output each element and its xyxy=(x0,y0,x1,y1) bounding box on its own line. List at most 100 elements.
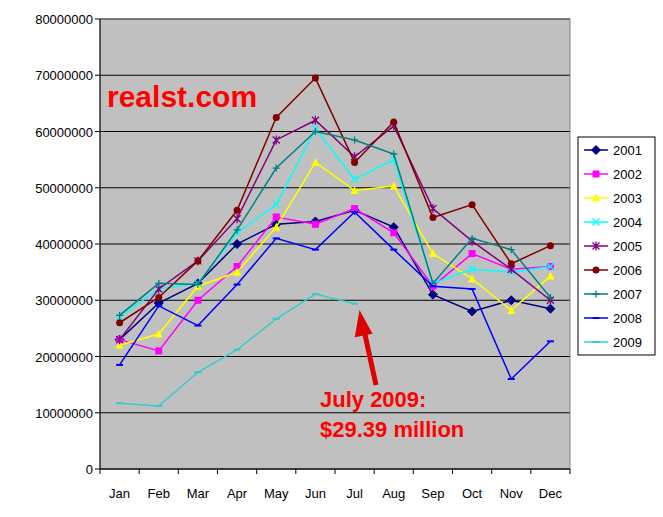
marker xyxy=(155,347,162,354)
marker xyxy=(116,335,123,344)
marker xyxy=(546,272,554,280)
marker xyxy=(547,340,554,342)
marker xyxy=(311,158,319,166)
marker xyxy=(194,297,201,304)
y-tick-label: 50000000 xyxy=(35,181,93,196)
legend-marker xyxy=(593,242,600,251)
marker xyxy=(351,176,358,183)
y-tick xyxy=(95,187,100,188)
legend-marker xyxy=(593,219,600,226)
y-tick xyxy=(95,300,100,301)
x-tick xyxy=(178,469,179,474)
marker xyxy=(312,128,319,135)
marker xyxy=(351,205,358,212)
legend-marker xyxy=(593,171,600,178)
marker xyxy=(351,136,358,143)
marker xyxy=(468,307,477,316)
x-tick-label: Feb xyxy=(148,486,170,501)
marker xyxy=(115,335,124,344)
marker xyxy=(390,182,398,190)
series-line xyxy=(120,162,551,345)
marker xyxy=(116,364,123,366)
grid-line xyxy=(100,131,570,132)
marker xyxy=(273,318,280,320)
marker xyxy=(273,237,280,239)
y-tick-label: 70000000 xyxy=(35,68,93,83)
marker xyxy=(469,250,476,257)
marker xyxy=(390,229,397,236)
marker xyxy=(547,242,554,249)
y-tick xyxy=(95,75,100,76)
series-line xyxy=(120,212,551,379)
legend-marker xyxy=(593,291,600,298)
legend-marker xyxy=(592,146,601,155)
y-tick-label: 10000000 xyxy=(35,406,93,421)
y-tick-label: 30000000 xyxy=(35,293,93,308)
legend-label: 2002 xyxy=(613,167,642,182)
y-tick-label: 20000000 xyxy=(35,350,93,365)
marker xyxy=(233,240,242,249)
watermark: realst.com xyxy=(107,80,257,113)
annotation: $29.39 million xyxy=(320,417,464,442)
y-tick-label: 40000000 xyxy=(35,237,93,252)
marker xyxy=(429,249,437,257)
x-tick-label: Nov xyxy=(500,486,524,501)
legend-label: 2005 xyxy=(613,239,642,254)
grid-line xyxy=(100,356,570,357)
marker xyxy=(194,325,201,327)
marker xyxy=(429,285,436,287)
x-tick xyxy=(374,469,375,474)
x-tick-label: Apr xyxy=(227,486,248,501)
legend-label: 2009 xyxy=(613,335,642,350)
marker xyxy=(155,305,162,307)
marker xyxy=(468,274,476,282)
marker xyxy=(155,405,162,407)
y-tick-label: 80000000 xyxy=(35,12,93,27)
x-tick-label: Sep xyxy=(421,486,444,501)
y-axis xyxy=(100,19,101,469)
marker xyxy=(469,235,476,242)
marker xyxy=(351,159,358,166)
marker xyxy=(273,201,280,208)
x-tick xyxy=(100,469,101,474)
legend-marker xyxy=(593,267,600,274)
marker xyxy=(390,249,397,251)
legend-label: 2008 xyxy=(613,311,642,326)
marker xyxy=(234,349,241,351)
chart: 0 10000000 20000000 30000000 40000000 5000000… xyxy=(0,0,663,517)
y-tick-label: 0 xyxy=(86,462,93,477)
grid-line xyxy=(100,469,570,470)
marker xyxy=(194,257,201,264)
x-tick xyxy=(570,469,571,474)
marker xyxy=(194,371,201,373)
marker xyxy=(508,260,515,267)
plot-frame xyxy=(100,19,570,469)
x-tick-label: Aug xyxy=(382,486,405,501)
legend-marker xyxy=(592,194,600,202)
x-tick xyxy=(256,469,257,474)
x-tick-label: Oct xyxy=(462,486,483,501)
marker xyxy=(312,116,319,125)
y-tick xyxy=(95,19,100,20)
annotation: July 2009: xyxy=(320,387,426,412)
marker xyxy=(312,75,319,82)
x-tick xyxy=(491,469,492,474)
marker xyxy=(547,294,554,301)
marker xyxy=(351,186,359,194)
x-tick-label: Jun xyxy=(305,486,326,501)
series-line xyxy=(120,132,551,316)
legend-label: 2001 xyxy=(613,143,642,158)
y-tick-label: 60000000 xyxy=(35,125,93,140)
legend-box xyxy=(578,137,655,355)
marker xyxy=(234,284,241,286)
marker xyxy=(429,214,436,221)
marker xyxy=(390,118,397,125)
x-tick xyxy=(335,469,336,474)
marker xyxy=(351,211,358,213)
marker xyxy=(116,402,123,404)
marker xyxy=(469,288,476,290)
y-tick xyxy=(95,412,100,413)
x-tick xyxy=(217,469,218,474)
x-axis xyxy=(100,469,570,470)
x-tick-label: Jan xyxy=(109,486,130,501)
